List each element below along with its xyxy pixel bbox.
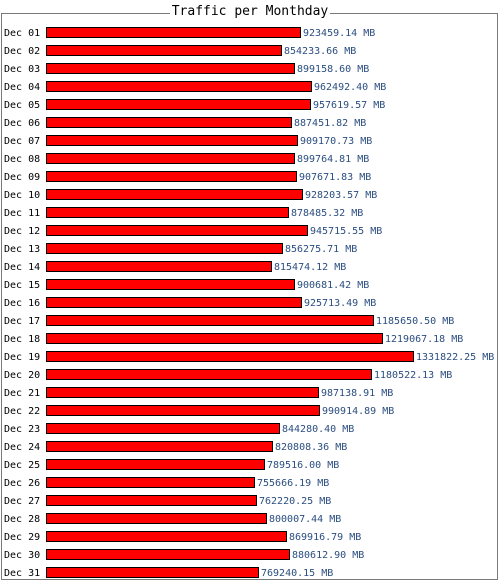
day-label: Dec 07 — [4, 136, 40, 147]
value-label: 909170.73 MB — [300, 136, 372, 147]
traffic-bar — [46, 387, 319, 398]
day-label: Dec 08 — [4, 154, 40, 165]
traffic-bar — [46, 477, 255, 488]
traffic-bar — [46, 81, 312, 92]
traffic-bar — [46, 351, 414, 362]
day-label: Dec 03 — [4, 64, 40, 75]
traffic-bar — [46, 99, 311, 110]
value-label: 856275.71 MB — [285, 244, 357, 255]
day-label: Dec 11 — [4, 208, 40, 219]
traffic-bar — [46, 189, 303, 200]
value-label: 962492.40 MB — [314, 82, 386, 93]
day-label: Dec 18 — [4, 334, 40, 345]
value-label: 844280.40 MB — [282, 424, 354, 435]
value-label: 907671.83 MB — [299, 172, 371, 183]
traffic-bar — [46, 549, 290, 560]
traffic-bar — [46, 405, 320, 416]
value-label: 789516.00 MB — [267, 460, 339, 471]
traffic-bar — [46, 333, 383, 344]
traffic-bar — [46, 531, 287, 542]
day-label: Dec 21 — [4, 388, 40, 399]
value-label: 769240.15 MB — [261, 568, 333, 579]
traffic-bar — [46, 495, 257, 506]
traffic-bar — [46, 513, 267, 524]
day-label: Dec 12 — [4, 226, 40, 237]
traffic-bar — [46, 153, 295, 164]
day-label: Dec 17 — [4, 316, 40, 327]
value-label: 923459.14 MB — [303, 28, 375, 39]
day-label: Dec 06 — [4, 118, 40, 129]
day-label: Dec 09 — [4, 172, 40, 183]
traffic-bar — [46, 297, 302, 308]
value-label: 987138.91 MB — [321, 388, 393, 399]
day-label: Dec 13 — [4, 244, 40, 255]
value-label: 900681.42 MB — [297, 280, 369, 291]
value-label: 854233.66 MB — [284, 46, 356, 57]
traffic-bar — [46, 423, 280, 434]
traffic-bar — [46, 207, 289, 218]
day-label: Dec 19 — [4, 352, 40, 363]
day-label: Dec 23 — [4, 424, 40, 435]
value-label: 990914.89 MB — [322, 406, 394, 417]
value-label: 899158.60 MB — [297, 64, 369, 75]
value-label: 928203.57 MB — [305, 190, 377, 201]
day-label: Dec 22 — [4, 406, 40, 417]
traffic-bar — [46, 261, 272, 272]
value-label: 1185650.50 MB — [376, 316, 454, 327]
day-label: Dec 26 — [4, 478, 40, 489]
value-label: 820808.36 MB — [275, 442, 347, 453]
traffic-bar — [46, 459, 265, 470]
day-label: Dec 02 — [4, 46, 40, 57]
day-label: Dec 20 — [4, 370, 40, 381]
traffic-bar — [46, 567, 259, 578]
value-label: 887451.82 MB — [294, 118, 366, 129]
day-label: Dec 28 — [4, 514, 40, 525]
value-label: 800007.44 MB — [269, 514, 341, 525]
traffic-bar — [46, 117, 292, 128]
traffic-bar — [46, 63, 295, 74]
traffic-bar — [46, 45, 282, 56]
traffic-bar — [46, 279, 295, 290]
traffic-bar — [46, 27, 301, 38]
day-label: Dec 01 — [4, 28, 40, 39]
value-label: 957619.57 MB — [313, 100, 385, 111]
day-label: Dec 04 — [4, 82, 40, 93]
value-label: 755666.19 MB — [257, 478, 329, 489]
value-label: 878485.32 MB — [291, 208, 363, 219]
day-label: Dec 30 — [4, 550, 40, 561]
value-label: 762220.25 MB — [259, 496, 331, 507]
value-label: 1219067.18 MB — [385, 334, 463, 345]
traffic-bar — [46, 369, 372, 380]
value-label: 1331822.25 MB — [416, 352, 494, 363]
day-label: Dec 15 — [4, 280, 40, 291]
value-label: 880612.90 MB — [292, 550, 364, 561]
day-label: Dec 14 — [4, 262, 40, 273]
day-label: Dec 05 — [4, 100, 40, 111]
traffic-bar — [46, 171, 297, 182]
traffic-bar — [46, 225, 308, 236]
day-label: Dec 10 — [4, 190, 40, 201]
day-label: Dec 27 — [4, 496, 40, 507]
traffic-bar — [46, 315, 374, 326]
traffic-bar — [46, 135, 298, 146]
value-label: 869916.79 MB — [289, 532, 361, 543]
value-label: 899764.81 MB — [297, 154, 369, 165]
traffic-bar — [46, 441, 273, 452]
day-label: Dec 29 — [4, 532, 40, 543]
value-label: 815474.12 MB — [274, 262, 346, 273]
day-label: Dec 31 — [4, 568, 40, 579]
value-label: 925713.49 MB — [304, 298, 376, 309]
value-label: 1180522.13 MB — [374, 370, 452, 381]
traffic-bar — [46, 243, 283, 254]
day-label: Dec 24 — [4, 442, 40, 453]
day-label: Dec 16 — [4, 298, 40, 309]
day-label: Dec 25 — [4, 460, 40, 471]
value-label: 945715.55 MB — [310, 226, 382, 237]
